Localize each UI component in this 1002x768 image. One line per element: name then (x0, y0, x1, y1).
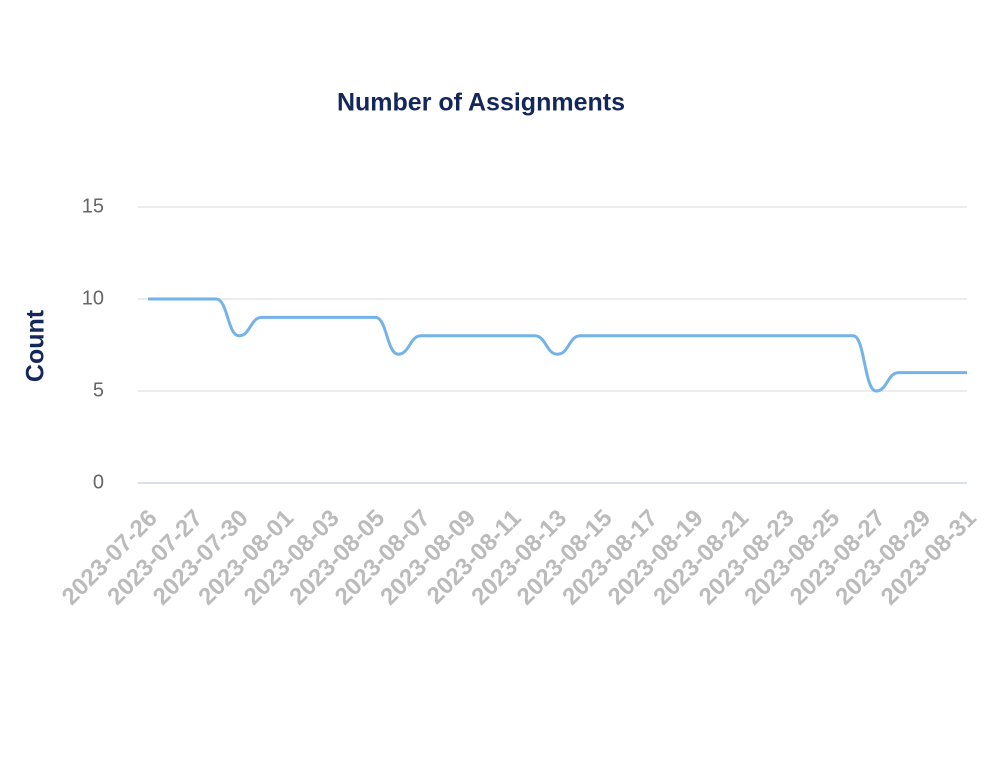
y-axis-title: Count (22, 309, 50, 382)
line (148, 297, 967, 393)
y-tick-label: 15 (82, 195, 104, 217)
y-tick-label: 5 (93, 379, 104, 401)
chart-title: Number of Assignments (337, 89, 625, 117)
y-tick-label: 0 (93, 471, 104, 493)
y-tick-label: 10 (82, 287, 104, 309)
